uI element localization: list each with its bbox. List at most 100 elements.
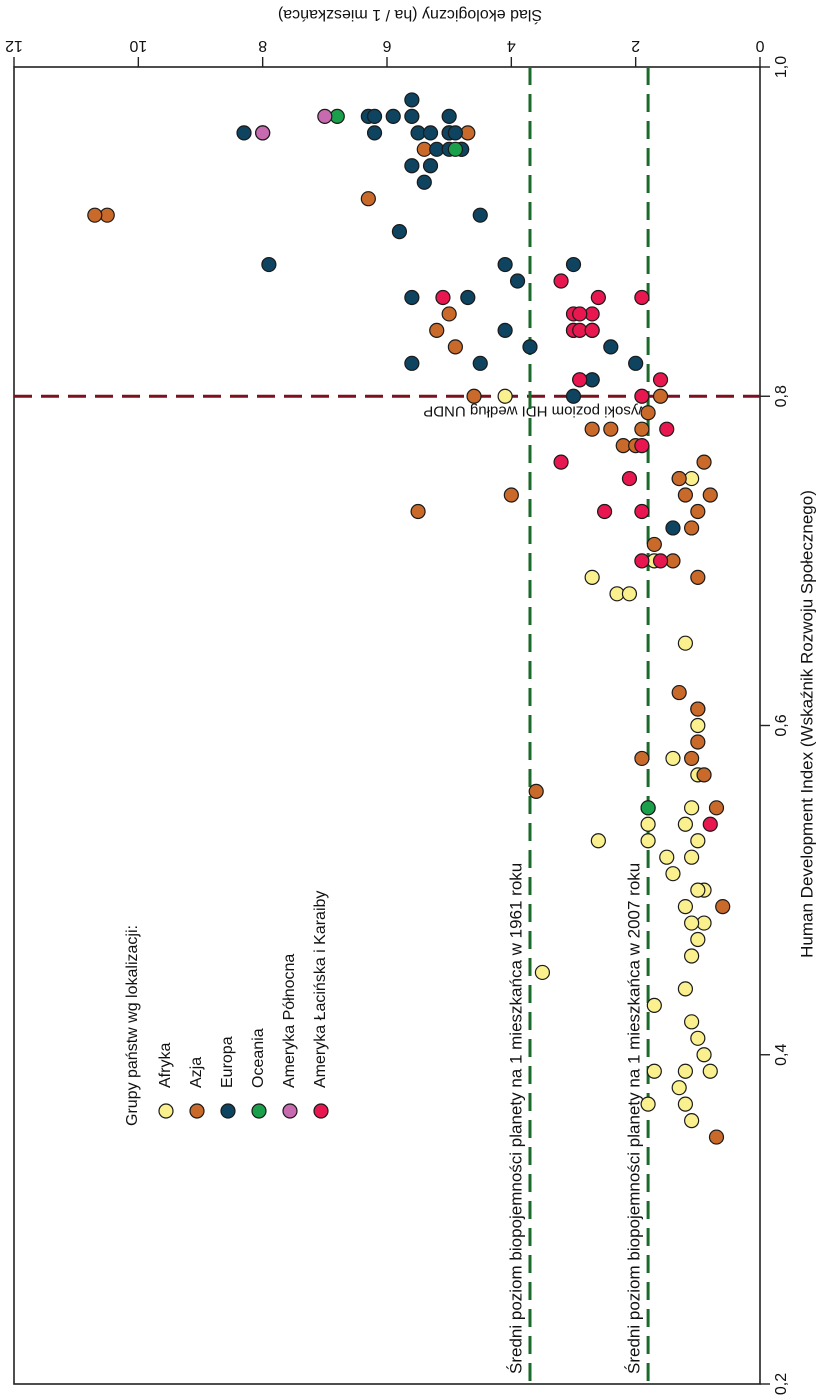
data-point-europa bbox=[391, 224, 408, 240]
data-point-ameryka-aci-ska-i-karaiby bbox=[634, 289, 650, 306]
data-point-afryka bbox=[684, 915, 700, 931]
data-point-europa bbox=[404, 158, 420, 174]
data-point-ameryka-aci-ska-i-karaiby bbox=[652, 372, 669, 388]
legend-title: Grupy państw wg lokalizacji: bbox=[124, 925, 141, 1126]
data-point-afryka bbox=[646, 997, 662, 1013]
data-point-afryka bbox=[640, 833, 656, 849]
data-point-ameryka-aci-ska-i-karaiby bbox=[596, 503, 613, 520]
x-tick-label: 0,4 bbox=[773, 1044, 790, 1066]
data-point-afryka bbox=[684, 800, 700, 816]
data-point-afryka bbox=[646, 1063, 662, 1079]
data-point-azja bbox=[634, 750, 650, 767]
y-tick-label: 8 bbox=[258, 37, 267, 54]
data-point-europa bbox=[441, 108, 457, 124]
data-point-ameryka-aci-ska-i-karaiby bbox=[702, 816, 718, 832]
data-point-afryka bbox=[534, 964, 551, 981]
y-tick-label: 12 bbox=[5, 37, 23, 54]
data-point-europa bbox=[416, 174, 432, 190]
data-point-ameryka-p-nocna bbox=[317, 108, 333, 124]
data-point-azja bbox=[715, 898, 731, 915]
biocapacity-2007-label: Średni poziom biopojemności planety na 1… bbox=[625, 863, 644, 1374]
data-point-azja bbox=[677, 487, 694, 503]
y-tick-label: 0 bbox=[755, 37, 764, 54]
data-point-afryka bbox=[690, 882, 706, 898]
data-point-ameryka-aci-ska-i-karaiby bbox=[572, 306, 588, 322]
data-point-afryka bbox=[659, 849, 675, 865]
data-point-europa bbox=[628, 355, 644, 371]
y-tick-label: 4 bbox=[507, 37, 516, 54]
data-point-afryka bbox=[665, 866, 681, 882]
data-point-europa bbox=[366, 108, 383, 124]
y-axis-title: Ślad ekologiczny (ha / 1 mieszkańca) bbox=[278, 6, 542, 25]
data-point-azja bbox=[584, 421, 600, 437]
legend-label: Ameryka Północna bbox=[281, 954, 298, 1088]
data-point-ameryka-aci-ska-i-karaiby bbox=[621, 470, 638, 487]
data-point-ameryka-aci-ska-i-karaiby bbox=[634, 553, 650, 569]
data-point-azja bbox=[696, 454, 712, 470]
data-point-europa bbox=[261, 256, 277, 273]
data-point-afryka bbox=[640, 1096, 656, 1112]
data-point-ameryka-aci-ska-i-karaiby bbox=[659, 421, 675, 437]
data-point-europa bbox=[509, 273, 526, 289]
data-point-azja bbox=[652, 388, 669, 404]
y-tick-label: 10 bbox=[129, 37, 147, 54]
data-point-azja bbox=[503, 487, 519, 503]
data-point-azja bbox=[87, 207, 103, 223]
data-point-afryka bbox=[690, 1030, 706, 1046]
legend-label: Ameryka Łacińska i Karaiby bbox=[312, 891, 329, 1088]
data-point-azja bbox=[646, 536, 662, 553]
data-point-afryka bbox=[677, 898, 694, 915]
legend-swatch bbox=[251, 1103, 267, 1119]
data-point-europa bbox=[665, 520, 681, 536]
data-point-ameryka-aci-ska-i-karaiby bbox=[553, 454, 569, 470]
data-point-afryka bbox=[690, 833, 706, 849]
data-point-oceania bbox=[447, 141, 463, 157]
x-tick-label: 0,2 bbox=[773, 1373, 790, 1395]
data-point-afryka bbox=[677, 981, 694, 997]
data-point-ameryka-aci-ska-i-karaiby bbox=[634, 503, 650, 520]
data-point-azja bbox=[603, 421, 619, 437]
data-point-afryka bbox=[702, 1063, 718, 1079]
data-point-afryka bbox=[497, 388, 513, 404]
data-point-azja bbox=[690, 569, 706, 585]
data-point-afryka bbox=[690, 931, 706, 948]
data-point-europa bbox=[522, 339, 538, 355]
data-point-azja bbox=[671, 684, 687, 701]
data-point-ameryka-aci-ska-i-karaiby bbox=[553, 273, 569, 289]
data-point-azja bbox=[466, 388, 482, 404]
data-point-europa bbox=[447, 125, 463, 141]
data-point-europa bbox=[497, 256, 513, 273]
data-point-ameryka-p-nocna bbox=[255, 125, 271, 141]
legend-swatch bbox=[158, 1103, 174, 1119]
data-point-azja bbox=[690, 734, 706, 750]
data-point-afryka bbox=[677, 816, 694, 832]
data-point-azja bbox=[671, 470, 687, 487]
data-point-afryka bbox=[677, 1063, 694, 1079]
data-point-europa bbox=[236, 125, 252, 141]
data-point-ameryka-aci-ska-i-karaiby bbox=[652, 553, 669, 569]
data-point-europa bbox=[422, 158, 439, 174]
data-point-europa bbox=[404, 355, 420, 371]
x-tick-label: 1,0 bbox=[773, 56, 790, 78]
data-point-europa bbox=[404, 108, 420, 124]
data-point-europa bbox=[460, 289, 476, 306]
data-point-azja bbox=[684, 520, 700, 536]
data-point-europa bbox=[366, 125, 383, 141]
data-point-afryka bbox=[677, 1096, 694, 1112]
data-point-europa bbox=[422, 125, 439, 141]
data-point-afryka bbox=[690, 717, 706, 734]
data-point-afryka bbox=[677, 635, 694, 651]
y-tick-label: 6 bbox=[382, 37, 391, 54]
x-tick-label: 0,6 bbox=[773, 714, 790, 736]
y-tick-label: 2 bbox=[631, 37, 640, 54]
data-point-europa bbox=[565, 256, 582, 273]
data-point-azja bbox=[696, 767, 712, 783]
data-point-azja bbox=[528, 783, 544, 799]
data-point-europa bbox=[603, 339, 619, 355]
data-point-azja bbox=[447, 339, 463, 355]
data-point-azja bbox=[690, 503, 706, 520]
data-point-azja bbox=[429, 322, 445, 338]
data-point-europa bbox=[472, 355, 488, 371]
data-point-afryka bbox=[640, 816, 656, 832]
